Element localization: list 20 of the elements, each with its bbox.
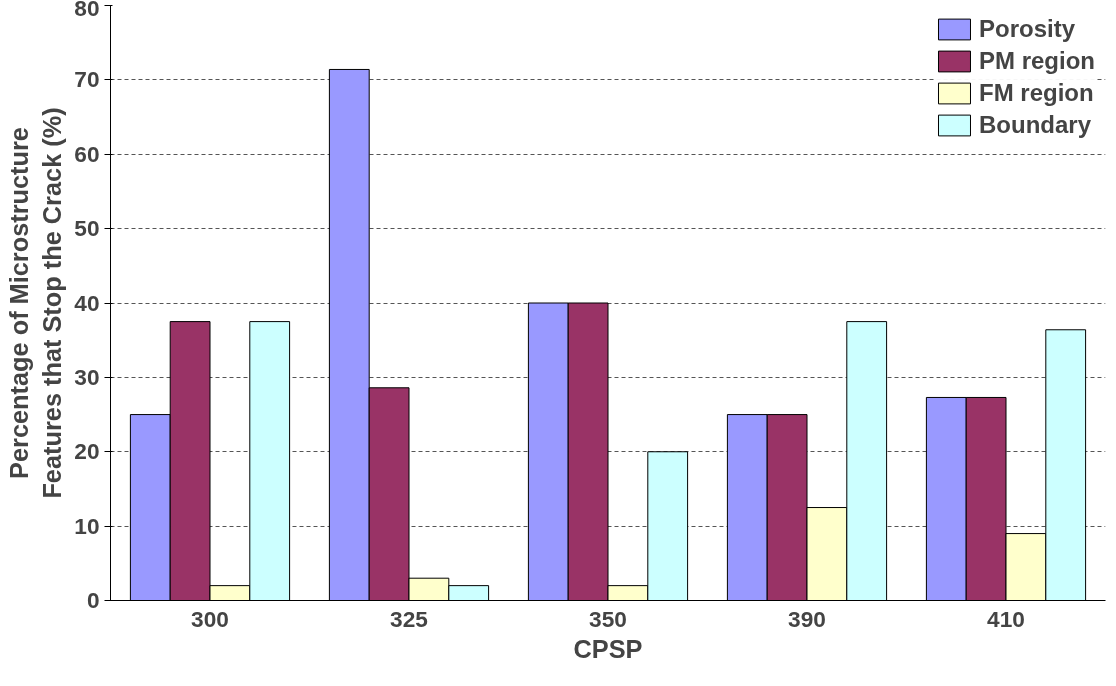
y-tick-label: 10 [74, 512, 100, 539]
x-tick-label: 350 [589, 605, 627, 632]
legend-label: Boundary [978, 111, 1091, 139]
x-tick-label: 410 [987, 605, 1025, 632]
y-axis-title: Percentage of Microstructure Features that Stop the Crack (%) [4, 107, 67, 499]
x-axis-title: CPSP [573, 634, 643, 663]
y-tick-label: 70 [74, 66, 100, 93]
y-tick-label: 0 [86, 587, 100, 613]
legend-label: FM region [978, 79, 1094, 107]
y-tick-label: 20 [74, 438, 100, 465]
y-tick-label: 80 [74, 0, 100, 21]
x-tick-label: 325 [390, 605, 428, 632]
y-tick-label: 30 [74, 363, 100, 390]
x-tick-label: 390 [788, 605, 826, 632]
legend-label: PM region [978, 47, 1095, 75]
x-tick-label: 300 [191, 605, 229, 632]
y-tick-label: 40 [74, 289, 100, 316]
y-tick-label: 60 [74, 140, 100, 167]
y-tick-label: 50 [74, 215, 100, 242]
legend-label: Porosity [978, 15, 1076, 43]
